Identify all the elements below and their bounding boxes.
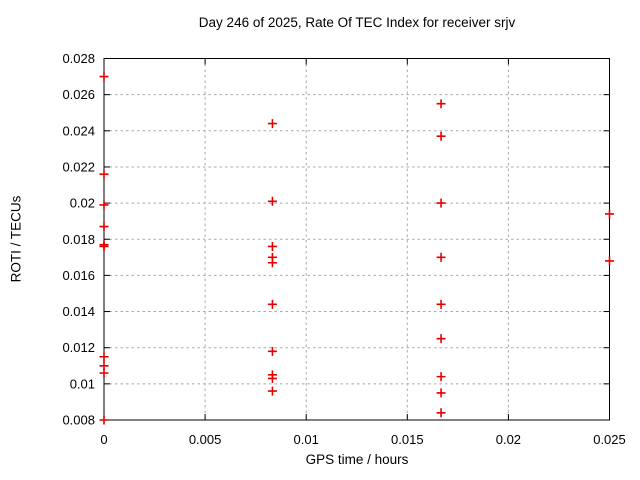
- data-point: [99, 352, 109, 362]
- data-point: [267, 241, 277, 251]
- y-tick-label: 0.02: [70, 196, 95, 211]
- data-point: [99, 368, 109, 378]
- data-point: [267, 346, 277, 356]
- y-tick-label: 0.014: [62, 304, 95, 319]
- data-point: [436, 131, 446, 141]
- data-point: [267, 373, 277, 383]
- data-point: [605, 209, 614, 219]
- x-tick-label: 0.01: [294, 432, 319, 447]
- x-tick-label: 0.025: [593, 432, 626, 447]
- data-point: [267, 196, 277, 206]
- data-point: [267, 299, 277, 309]
- data-point: [99, 241, 109, 251]
- data-point: [436, 388, 446, 398]
- data-point: [99, 72, 109, 82]
- x-tick-label: 0.02: [496, 432, 521, 447]
- x-tick-label: 0.015: [391, 432, 424, 447]
- data-point: [99, 415, 109, 425]
- y-tick-label: 0.008: [62, 413, 95, 428]
- data-point: [99, 169, 109, 179]
- data-point: [436, 299, 446, 309]
- x-tick-label: 0.005: [189, 432, 222, 447]
- y-tick-label: 0.028: [62, 51, 95, 66]
- x-tick-label: 0: [100, 432, 107, 447]
- data-point: [436, 198, 446, 208]
- data-point: [436, 99, 446, 109]
- y-tick-label: 0.024: [62, 123, 95, 138]
- x-axis-label: GPS time / hours: [305, 452, 409, 467]
- data-point: [267, 119, 277, 129]
- chart-title: Day 246 of 2025, Rate Of TEC Index for r…: [198, 15, 516, 30]
- y-tick-label: 0.018: [62, 232, 95, 247]
- y-tick-label: 0.016: [62, 268, 95, 283]
- data-point: [605, 256, 614, 266]
- y-tick-label: 0.012: [62, 340, 95, 355]
- data-point: [436, 252, 446, 262]
- data-point: [267, 258, 277, 268]
- y-tick-label: 0.022: [62, 159, 95, 174]
- data-point: [267, 386, 277, 396]
- data-point: [436, 334, 446, 344]
- data-point: [99, 222, 109, 232]
- data-point: [99, 200, 109, 210]
- data-point: [436, 372, 446, 382]
- data-point: [436, 408, 446, 418]
- y-tick-label: 0.026: [62, 87, 95, 102]
- y-tick-label: 0.01: [70, 376, 95, 391]
